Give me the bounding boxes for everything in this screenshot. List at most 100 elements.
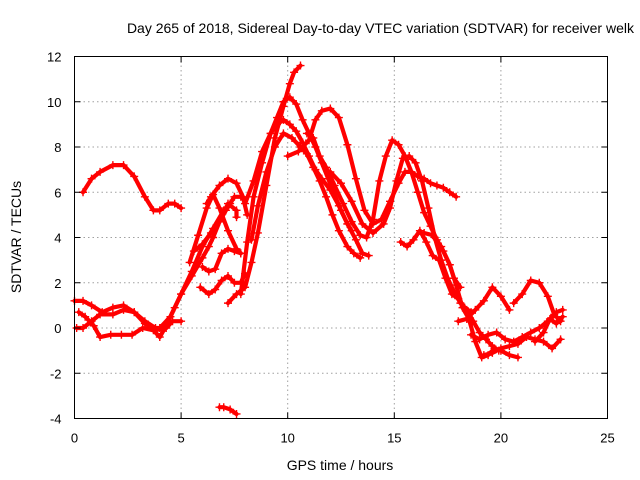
data-point [198, 262, 207, 271]
data-point [334, 226, 343, 235]
data-point [96, 310, 105, 319]
data-point [247, 258, 256, 267]
data-point [347, 217, 356, 226]
data-point [177, 204, 186, 213]
y-tick-label: 10 [47, 95, 61, 110]
data-point [539, 337, 548, 346]
data-point [279, 97, 288, 106]
data-point [211, 285, 220, 294]
data-point [273, 120, 282, 129]
data-point [496, 344, 505, 353]
data-point [249, 192, 258, 201]
data-point [130, 172, 139, 181]
data-point [296, 61, 305, 70]
x-tick-label: 20 [494, 431, 508, 446]
data-point [211, 265, 220, 274]
data-point [302, 129, 311, 138]
data-point [475, 335, 484, 344]
series-markers-s25 [215, 403, 241, 418]
data-point [409, 235, 418, 244]
series-markers-s15 [283, 104, 461, 228]
data-point [392, 176, 401, 185]
data-point [488, 283, 497, 292]
data-point [386, 204, 395, 213]
data-point [381, 152, 390, 161]
data-point [415, 226, 424, 235]
data-point [535, 278, 544, 287]
data-point [247, 235, 256, 244]
data-point [194, 231, 203, 240]
data-point [513, 339, 522, 348]
data-point [241, 199, 250, 208]
y-axis-label: SDTVAR / TECUs [8, 181, 24, 293]
x-tick-label: 0 [71, 431, 78, 446]
data-point [337, 179, 345, 188]
data-point [505, 305, 514, 314]
data-point [285, 79, 294, 88]
data-point [330, 181, 339, 190]
series-markers-s14 [247, 129, 365, 262]
data-point [130, 308, 139, 317]
data-point [368, 228, 377, 237]
data-point [209, 233, 218, 242]
data-point [189, 247, 198, 256]
data-point [87, 317, 96, 326]
data-point [437, 242, 446, 251]
data-point [388, 136, 397, 145]
data-point [230, 247, 239, 256]
data-point [170, 303, 179, 312]
data-point [81, 312, 90, 321]
data-point [375, 176, 384, 185]
data-point [413, 188, 422, 197]
series-markers-s5 [162, 317, 186, 332]
y-tick-label: 12 [47, 50, 61, 65]
data-point [356, 231, 365, 240]
series-markers-s10 [196, 269, 250, 299]
data-point [279, 129, 288, 138]
data-point [439, 183, 448, 192]
data-point [358, 219, 367, 228]
data-point [418, 176, 427, 185]
data-point [358, 249, 367, 258]
data-point [177, 317, 186, 326]
data-point [447, 290, 456, 299]
data-point [224, 226, 233, 235]
data-point [140, 192, 149, 201]
y-tick-label: 2 [54, 276, 61, 291]
data-point [302, 149, 311, 158]
data-point [309, 133, 318, 142]
data-point [285, 93, 294, 102]
data-point [232, 409, 241, 418]
data-point [435, 256, 444, 265]
data-point [204, 267, 213, 276]
data-point [258, 147, 267, 156]
data-point [545, 314, 554, 323]
data-point [445, 188, 454, 197]
x-tick-label: 10 [280, 431, 294, 446]
data-point [298, 115, 307, 124]
data-point [394, 140, 403, 149]
y-axis-ticks: -4 -2 0 2 4 6 8 10 12 [47, 50, 608, 427]
data-point [317, 106, 326, 115]
data-point [479, 296, 488, 305]
series-line-s6 [187, 192, 243, 265]
data-point [479, 351, 488, 360]
series-markers-s2 [70, 199, 235, 332]
data-point [206, 228, 215, 237]
series-line-s17 [328, 154, 501, 353]
data-point [215, 204, 224, 213]
data-point [74, 308, 83, 317]
data-point [411, 158, 420, 167]
data-point [290, 68, 299, 77]
data-point [285, 120, 294, 129]
data-point [351, 174, 360, 183]
data-point [249, 176, 258, 185]
x-tick-label: 25 [600, 431, 614, 446]
data-point [505, 342, 514, 351]
data-point [531, 337, 540, 346]
data-point [462, 314, 471, 323]
data-point [177, 290, 186, 299]
data-point [108, 161, 117, 170]
data-point [328, 210, 337, 219]
chart-title: Day 265 of 2018, Sidereal Day-to-day VTE… [127, 20, 635, 36]
